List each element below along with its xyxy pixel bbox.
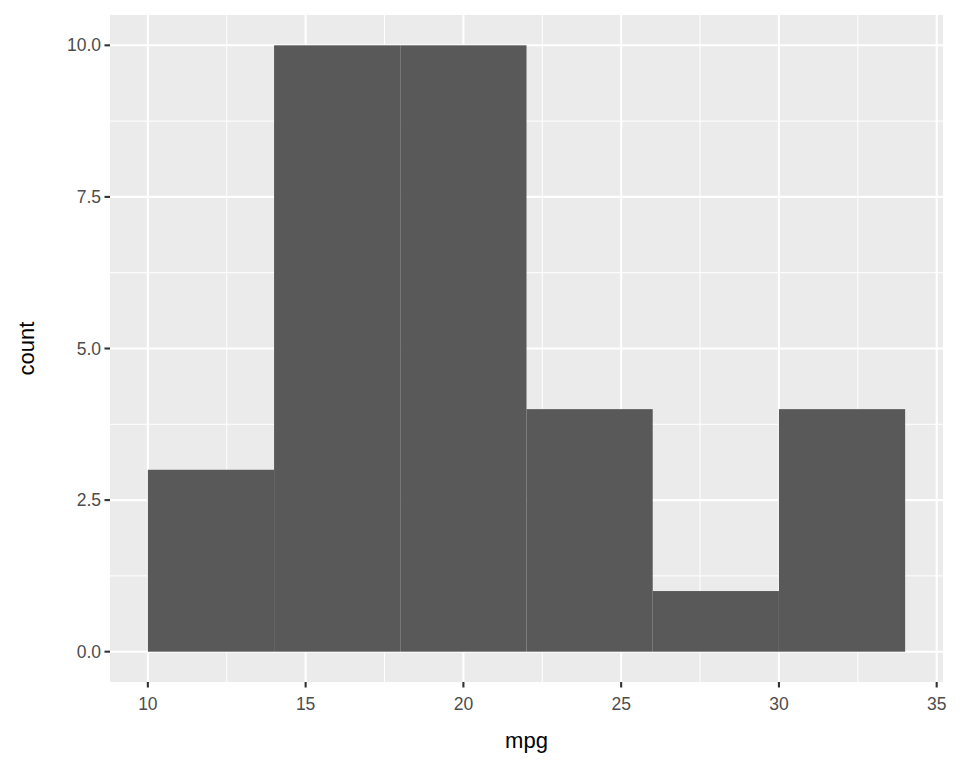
y-tick-label: 5.0 — [77, 339, 102, 359]
y-tick-label: 0.0 — [77, 642, 102, 662]
x-tick-label: 35 — [927, 694, 946, 714]
chart-svg: 0.0 2.5 5.0 7.5 10.0 10 15 20 25 30 35 mpg count — [0, 0, 960, 768]
x-tick-label: 25 — [611, 694, 630, 714]
x-tick — [778, 682, 780, 688]
grid — [110, 15, 943, 682]
x-tick-label: 30 — [769, 694, 789, 714]
y-tick — [105, 196, 111, 198]
x-tick — [462, 682, 464, 688]
axes: 0.0 2.5 5.0 7.5 10.0 10 15 20 25 30 35 — [67, 35, 946, 714]
histogram-bar — [148, 470, 274, 652]
y-tick — [105, 651, 111, 653]
panel-background — [110, 15, 943, 682]
x-tick-label: 20 — [454, 694, 474, 714]
y-tick — [105, 499, 111, 501]
x-axis-title: mpg — [505, 728, 548, 753]
x-tick — [620, 682, 622, 688]
histogram-bar — [400, 45, 526, 651]
x-tick — [147, 682, 149, 688]
x-tick — [936, 682, 938, 688]
histogram-bar — [274, 45, 400, 651]
bars — [148, 45, 905, 651]
histogram-bar — [653, 591, 779, 652]
y-tick-label: 2.5 — [77, 490, 101, 510]
x-tick-label: 15 — [296, 694, 315, 714]
y-tick — [105, 44, 111, 46]
y-tick-label: 7.5 — [77, 187, 101, 207]
histogram-bar — [527, 409, 653, 652]
x-tick-label: 10 — [138, 694, 158, 714]
grid-x — [936, 15, 938, 682]
chart-container: 0.0 2.5 5.0 7.5 10.0 10 15 20 25 30 35 mpg count — [0, 0, 960, 768]
y-axis-title: count — [14, 322, 39, 376]
x-tick — [305, 682, 307, 688]
histogram-bar — [779, 409, 905, 652]
y-tick-label: 10.0 — [67, 35, 101, 55]
y-tick — [105, 347, 111, 349]
